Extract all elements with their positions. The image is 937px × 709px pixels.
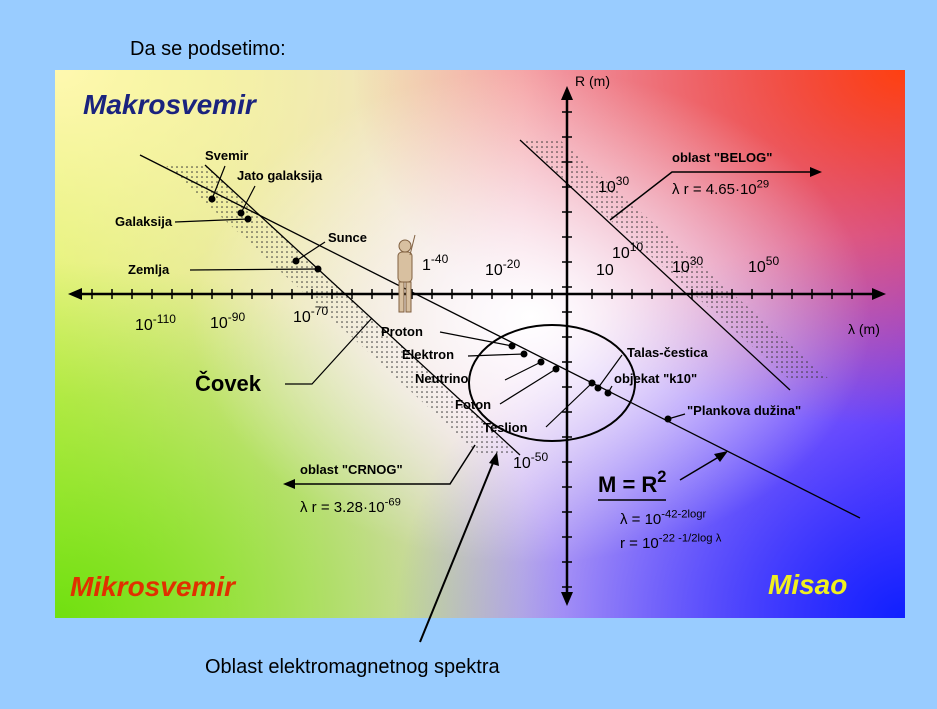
- object-label: Sunce: [328, 230, 367, 245]
- scale-label-exp: 30: [616, 174, 630, 188]
- object-dot: [553, 366, 560, 373]
- object-dot: [315, 266, 322, 273]
- object-dot: [521, 351, 528, 358]
- arrow: [714, 451, 728, 462]
- leader-line: [500, 369, 556, 404]
- scale-label: 10-70: [293, 304, 328, 326]
- scale-label: 1050: [748, 254, 779, 276]
- object-label: "Plankova dužina": [687, 403, 801, 418]
- scale-label-exp: -20: [503, 257, 521, 271]
- arrow: [68, 288, 82, 300]
- arrow: [561, 592, 573, 606]
- arrow: [283, 479, 295, 489]
- scale-label-exp: -90: [228, 310, 246, 324]
- formula-exp: -42-2logr: [661, 508, 706, 520]
- formula-exp: -22 -1/2log λ: [659, 532, 722, 544]
- leader-line: [505, 362, 541, 380]
- object-label: Proton: [381, 324, 423, 339]
- object-dot: [293, 258, 300, 265]
- scale-label-exp: 10: [630, 240, 644, 254]
- object-label: Čovek: [195, 371, 262, 396]
- arrow: [810, 167, 822, 177]
- object-dot: [595, 385, 602, 392]
- leader-line: [468, 354, 524, 356]
- slide-title: Da se podsetimo:: [130, 38, 286, 60]
- region-label: oblast "CRNOG": [300, 462, 403, 477]
- object-dot: [209, 196, 216, 203]
- scale-label-base: 10: [596, 262, 614, 279]
- scale-label-base: 10: [672, 259, 690, 276]
- page: Da se podsetimo: Makrosvemir Mikrosvemir…: [0, 0, 937, 709]
- formula-base: r = 10: [620, 535, 659, 552]
- quadrant-label: Makrosvemir: [83, 89, 258, 120]
- region-formula-exp: -69: [385, 496, 401, 508]
- object-dot: [665, 416, 672, 423]
- arrow: [872, 288, 886, 300]
- leader-line: [440, 332, 512, 346]
- formula: λ = 10-42-2logr: [620, 508, 707, 528]
- scale-label-base: 1: [422, 257, 431, 274]
- object-label: Svemir: [205, 148, 248, 163]
- scale-label: 10-20: [485, 257, 520, 279]
- human-figure: [398, 235, 415, 312]
- diagram: Da se podsetimo: Makrosvemir Mikrosvemir…: [0, 0, 937, 709]
- object-label: Zemlja: [128, 262, 170, 277]
- arrow: [561, 86, 573, 100]
- formula-base: λ = 10: [620, 511, 661, 528]
- scale-label-base: 10: [598, 179, 616, 196]
- scale-label-base: 10: [293, 309, 311, 326]
- formula: r = 10-22 -1/2log λ: [620, 532, 722, 552]
- object-dot: [509, 343, 516, 350]
- object-label: Talas-čestica: [627, 345, 708, 360]
- leader-line: [546, 383, 592, 427]
- region-formula: λ r = 4.65·1029: [672, 178, 769, 198]
- scale-label: 1030: [598, 174, 629, 196]
- leader-line: [296, 242, 325, 261]
- scale-label-base: 10: [210, 315, 228, 332]
- object-dot: [538, 359, 545, 366]
- object-label: Galaksija: [115, 214, 173, 229]
- object-label: Elektron: [402, 347, 454, 362]
- caption: Oblast elektromagnetnog spektra: [205, 656, 500, 678]
- region-formula-base: λ r = 4.65·10: [672, 181, 757, 198]
- scale-label-base: 10: [135, 317, 153, 334]
- scale-label: 1-40: [422, 252, 449, 274]
- scale-label-exp: -70: [311, 304, 329, 318]
- region-formula-exp: 29: [757, 178, 770, 190]
- law-base: M = R: [598, 472, 657, 497]
- law: M = R2: [598, 468, 666, 497]
- scale-label-base: 10: [612, 245, 630, 262]
- scale-label: 1010: [612, 240, 643, 262]
- axis-label: λ (m): [848, 321, 880, 337]
- object-label: Teslion: [483, 420, 528, 435]
- axis-label: R (m): [575, 73, 610, 89]
- scale-label: 10-110: [135, 312, 176, 334]
- object-label: Neutrino: [415, 371, 469, 386]
- scale-label-exp: -50: [531, 450, 549, 464]
- scale-label-base: 10: [748, 259, 766, 276]
- scale-label-exp: -110: [153, 312, 176, 326]
- scale-label-base: 10: [485, 262, 503, 279]
- object-dot: [238, 210, 245, 217]
- scale-label: 10-90: [210, 310, 245, 332]
- scale-label: 10: [596, 262, 614, 279]
- quadrant-label: Mikrosvemir: [70, 571, 237, 602]
- region-label: oblast "BELOG": [672, 150, 772, 165]
- scale-label-exp: -40: [431, 252, 449, 266]
- scale-label-exp: 30: [690, 254, 704, 268]
- region-formula-base: λ r = 3.28·10: [300, 499, 385, 516]
- region-formula: λ r = 3.28·10-69: [300, 496, 401, 516]
- scale-label-base: 10: [513, 455, 531, 472]
- law-exp: 2: [657, 468, 666, 486]
- object-label: objekat "k10": [614, 371, 697, 386]
- quadrant-label: Misao: [768, 569, 847, 600]
- scale-label-exp: 50: [766, 254, 780, 268]
- object-dot: [589, 380, 596, 387]
- object-label: Jato galaksija: [237, 168, 323, 183]
- object-dot: [605, 390, 612, 397]
- object-label: Foton: [455, 397, 491, 412]
